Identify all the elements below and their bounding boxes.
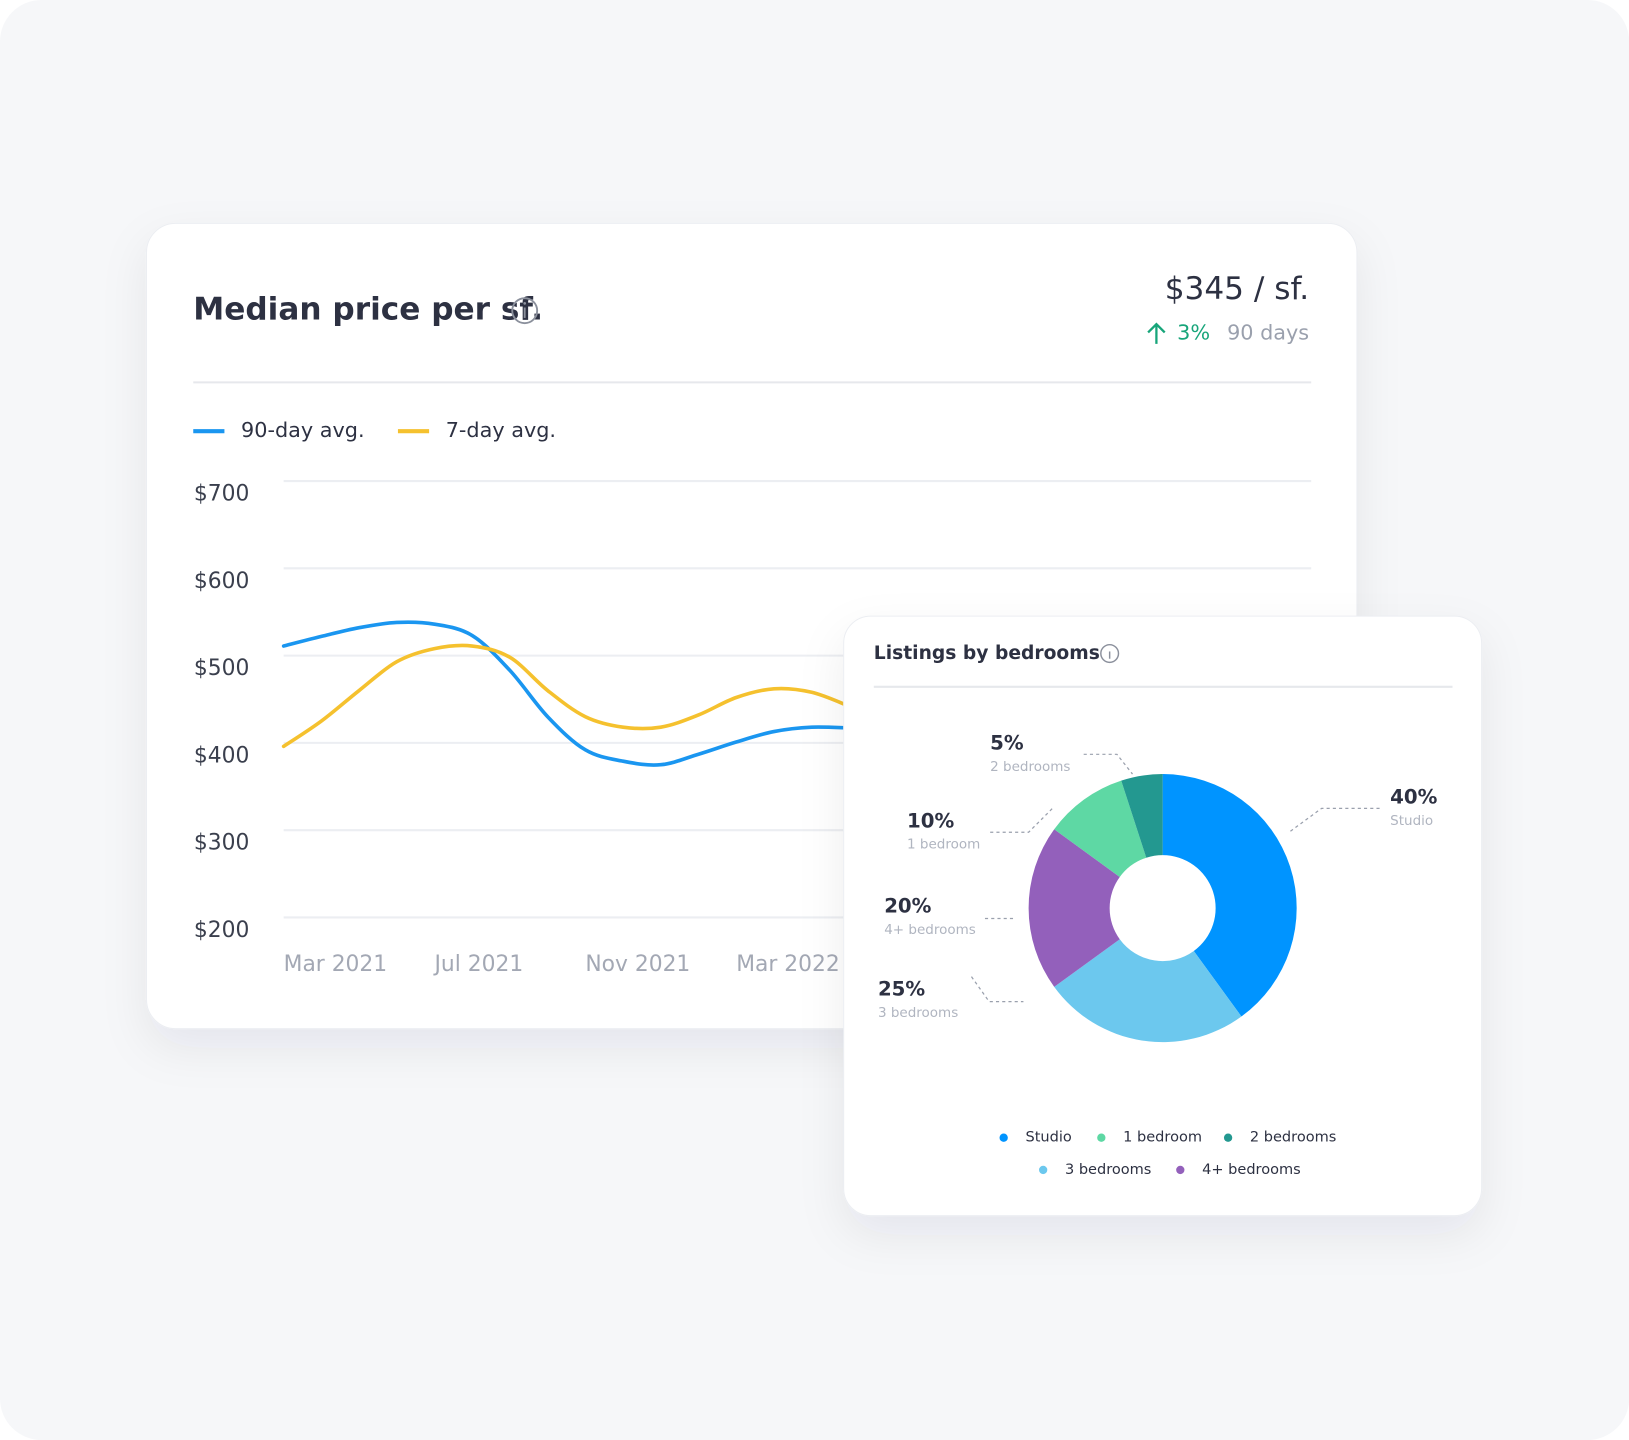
- data-label: 25%: [878, 978, 925, 1001]
- info-icon[interactable]: [1100, 643, 1120, 664]
- series-line: [281, 620, 852, 767]
- data-label: 20%: [884, 895, 931, 918]
- legend-label: 7-day avg.: [446, 418, 556, 442]
- pie-slice: [1121, 774, 1163, 858]
- slice-name: 4+ bedrooms: [884, 922, 976, 938]
- legend-label: 2 bedrooms: [1250, 1130, 1336, 1146]
- x-tick-label: Mar 2022: [736, 952, 840, 977]
- leader-line: [1083, 753, 1133, 775]
- y-tick-label: $600: [194, 569, 249, 594]
- pie-slice: [1162, 774, 1297, 1017]
- legend-label: 4+ bedrooms: [1202, 1162, 1301, 1178]
- slice-name: Studio: [1390, 813, 1433, 829]
- info-icon[interactable]: [511, 297, 539, 325]
- pie-slice: [1054, 939, 1242, 1043]
- price-change: 3%: [1177, 321, 1210, 345]
- y-tick-label: $300: [194, 831, 249, 856]
- legend-dot: [1039, 1165, 1048, 1175]
- y-tick-label: $500: [194, 656, 249, 681]
- x-tick-label: Mar 2021: [284, 952, 388, 977]
- pie-slice: [1028, 829, 1120, 987]
- line-chart: $700 $600 $500 $400 $300 $200 Mar 2021 Jul 2021…: [193, 418, 1312, 977]
- leader-line: [990, 807, 1053, 833]
- series-line: [281, 643, 852, 749]
- up-arrow: [1147, 322, 1166, 344]
- x-tick-label: Nov 2021: [585, 952, 690, 977]
- legend-label: 90-day avg.: [241, 418, 365, 442]
- data-label: 5%: [990, 731, 1024, 754]
- chart-title: Listings by bedrooms: [874, 643, 1100, 664]
- price-period: 90 days: [1227, 321, 1309, 345]
- slice-name: 3 bedrooms: [878, 1005, 958, 1021]
- data-label: 10%: [907, 809, 954, 832]
- legend-label: Studio: [1025, 1130, 1071, 1146]
- legend-label: 3 bedrooms: [1065, 1162, 1151, 1178]
- y-tick-label: $700: [194, 482, 249, 507]
- x-tick-label: Jul 2021: [433, 952, 524, 977]
- slice-name: 2 bedrooms: [990, 759, 1070, 775]
- y-tick-label: $200: [194, 918, 249, 943]
- card: [843, 615, 1483, 1217]
- info-icon-dot: [523, 302, 527, 305]
- legend-dot: [999, 1133, 1008, 1142]
- leader-line: [1290, 807, 1380, 832]
- slice-name: 1 bedroom: [907, 837, 980, 853]
- price-value: $345 / sf.: [1165, 271, 1309, 307]
- pie-slice: [1054, 780, 1147, 877]
- bedrooms-card: Listings by bedrooms 40% Studio Studio 25% 3…: [843, 615, 1483, 1217]
- data-label: 40%: [1390, 785, 1437, 808]
- chart-title: Median price per sf.: [193, 292, 543, 328]
- legend-dot: [1097, 1133, 1106, 1142]
- legend-dot: [1223, 1133, 1233, 1142]
- y-tick-label: $400: [194, 743, 249, 768]
- legend-label: 1 bedroom: [1123, 1130, 1202, 1146]
- pie-chart: 40% Studio Studio 25% 3 bedrooms 3 bedrooms 20…: [878, 731, 1438, 1177]
- legend-dot: [1176, 1165, 1185, 1175]
